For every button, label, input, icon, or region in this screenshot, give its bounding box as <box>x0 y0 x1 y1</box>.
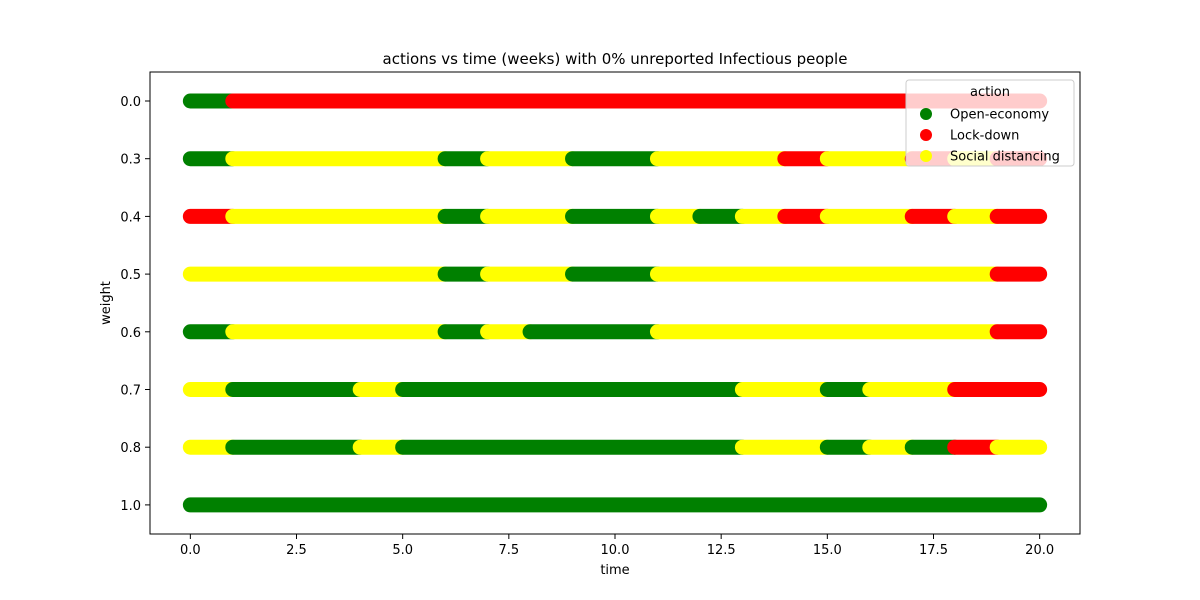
data-marks <box>182 93 1048 513</box>
y-tick-label: 0.0 <box>120 95 141 110</box>
legend-entries: Open-economy Lock-down Social distancing <box>920 108 1060 165</box>
y-tick-label: 1.0 <box>120 499 141 514</box>
x-tick-label: 7.5 <box>498 543 519 558</box>
legend: action Open-economy Lock-down Social dista… <box>905 79 1075 167</box>
x-axis-label: time <box>600 563 629 578</box>
legend-box <box>905 79 1075 167</box>
x-tick-label: 20.0 <box>1025 543 1054 558</box>
x-tick-label: 17.5 <box>919 543 948 558</box>
x-axis: 0.0 2.5 5.0 7.5 10.0 12.5 15.0 17.5 20.0 <box>180 534 1054 558</box>
y-tick-label: 0.5 <box>120 268 141 283</box>
legend-marker <box>920 129 932 141</box>
y-tick-label: 0.7 <box>120 384 141 399</box>
y-axis-label: weight <box>99 281 114 325</box>
y-tick-label: 0.6 <box>120 326 141 341</box>
legend-entry-label: Lock-down <box>950 129 1019 144</box>
legend-marker <box>920 150 932 162</box>
chart-title: actions vs time (weeks) with 0% unreport… <box>383 50 848 68</box>
x-tick-label: 10.0 <box>601 543 630 558</box>
legend-entry-label: Social distancing <box>950 150 1060 165</box>
x-tick-label: 5.0 <box>392 543 413 558</box>
x-tick-label: 12.5 <box>707 543 736 558</box>
legend-title: action <box>970 85 1010 100</box>
y-axis: 0.0 0.3 0.4 0.5 0.6 0.7 0.8 1.0 <box>120 95 150 514</box>
x-tick-label: 2.5 <box>286 543 307 558</box>
y-tick-label: 0.3 <box>120 153 141 168</box>
x-tick-label: 15.0 <box>813 543 842 558</box>
y-tick-label: 0.4 <box>120 210 141 225</box>
y-tick-label: 0.8 <box>120 441 141 456</box>
legend-marker <box>920 108 932 120</box>
x-tick-label: 0.0 <box>180 543 201 558</box>
legend-entry-label: Open-economy <box>950 108 1049 123</box>
